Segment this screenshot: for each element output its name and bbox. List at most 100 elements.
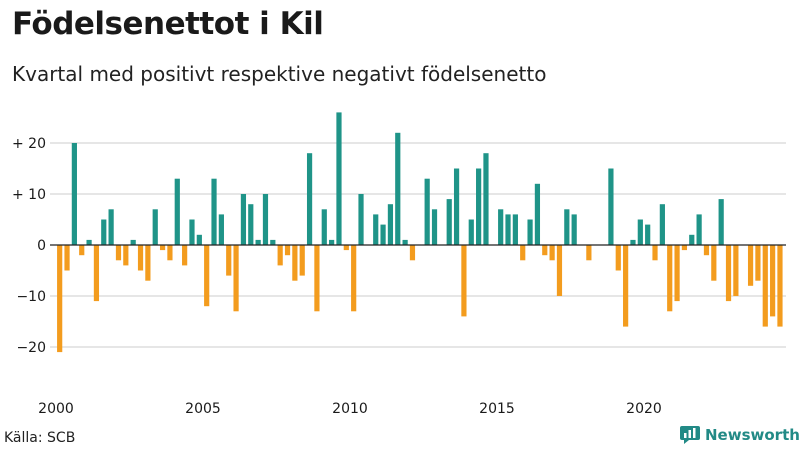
bar-negative [299, 245, 305, 276]
y-tick-label: 0 [37, 238, 46, 254]
bar-positive [645, 224, 651, 245]
bar-positive [373, 214, 379, 245]
bar-positive [108, 209, 114, 245]
bar-positive [453, 168, 460, 245]
y-tick-label: −10 [16, 289, 46, 305]
bar-positive [564, 209, 570, 245]
bar-positive [387, 204, 394, 245]
bar-positive [512, 214, 518, 245]
bar-negative [204, 245, 210, 307]
bar-negative [314, 245, 320, 312]
bar-negative [123, 245, 129, 266]
bar-positive [262, 194, 269, 245]
bar-negative [182, 245, 188, 266]
bar-positive [637, 219, 643, 245]
bar-negative [520, 245, 526, 261]
bar-negative [167, 245, 173, 261]
bar-negative [615, 245, 621, 271]
bar-positive [483, 153, 489, 245]
bar-negative [351, 245, 357, 312]
bar-negative [93, 245, 100, 302]
bar-positive [696, 214, 702, 245]
bar-positive [101, 219, 107, 245]
y-tick-label: + 20 [12, 136, 46, 152]
bar-negative [79, 245, 85, 256]
bar-negative [159, 245, 166, 251]
bar-negative [64, 245, 70, 271]
bar-positive [248, 204, 254, 245]
bar-positive [329, 239, 335, 245]
y-tick-label: −20 [16, 340, 46, 356]
bar-negative [711, 245, 717, 281]
bar-positive [468, 219, 474, 245]
bar-negative [542, 245, 548, 256]
bar-positive [424, 178, 430, 245]
newsworthy-icon [680, 426, 700, 444]
bar-negative [777, 245, 783, 327]
bar-negative [733, 245, 739, 296]
bar-positive [71, 143, 77, 245]
brand-logo[interactable]: Newsworthy [680, 426, 800, 444]
y-tick-label: + 10 [12, 187, 46, 203]
bar-negative [747, 245, 754, 286]
bar-positive [659, 204, 665, 245]
bar-positive [358, 194, 364, 245]
brand-name: Newsworthy [705, 426, 800, 444]
bar-negative [409, 245, 416, 261]
bar-positive [402, 239, 408, 245]
bar-negative [226, 245, 232, 276]
bar-positive [86, 239, 92, 245]
bar-negative [343, 245, 349, 251]
bar-positive [630, 239, 636, 245]
bar-negative [623, 245, 629, 327]
bars [57, 112, 783, 353]
bar-positive [689, 234, 695, 245]
bar-positive [174, 178, 180, 245]
bar-negative [667, 245, 673, 312]
chart-subtitle: Kvartal med positivt respektive negativt… [12, 62, 547, 86]
bar-negative [703, 245, 710, 256]
bar-negative [762, 245, 768, 327]
bar-positive [189, 219, 195, 245]
bar-negative [292, 245, 298, 281]
bar-negative [725, 245, 732, 302]
bar-positive [306, 153, 313, 245]
bar-negative [233, 245, 239, 312]
bar-positive [321, 209, 327, 245]
x-tick-label: 2010 [332, 401, 368, 417]
bar-negative [461, 245, 467, 317]
bar-negative [556, 245, 563, 296]
x-tick-label: 2020 [626, 401, 662, 417]
x-tick-label: 2000 [38, 401, 74, 417]
bar-negative [770, 245, 776, 317]
x-tick-label: 2015 [479, 401, 515, 417]
bar-negative [681, 245, 688, 251]
bar-positive [152, 209, 158, 245]
bar-positive [608, 168, 614, 245]
bar-positive [446, 199, 452, 245]
bar-negative [145, 245, 151, 281]
bar-positive [718, 199, 724, 245]
bar-positive [476, 168, 482, 245]
bar-negative [137, 245, 144, 271]
bar-positive [571, 214, 577, 245]
bar-positive [527, 219, 533, 245]
bar-negative [115, 245, 122, 261]
bar-positive [270, 239, 276, 245]
bar-positive [431, 209, 438, 245]
chart-title: Födelsenettot i Kil [12, 6, 324, 42]
axes: + 20 + 10 0 −10 −20 2000 2005 2010 2015 2020 [12, 136, 786, 417]
bar-positive [196, 234, 202, 245]
bar-positive [395, 132, 401, 245]
bar-negative [284, 245, 291, 256]
x-tick-label: 2005 [185, 401, 221, 417]
bar-positive [534, 183, 541, 245]
bar-positive [240, 194, 247, 245]
bar-positive [130, 239, 136, 245]
bar-negative [674, 245, 680, 302]
bar-negative [755, 245, 761, 281]
bar-positive [505, 214, 511, 245]
bar-positive [336, 112, 342, 246]
bar-negative [586, 245, 592, 261]
